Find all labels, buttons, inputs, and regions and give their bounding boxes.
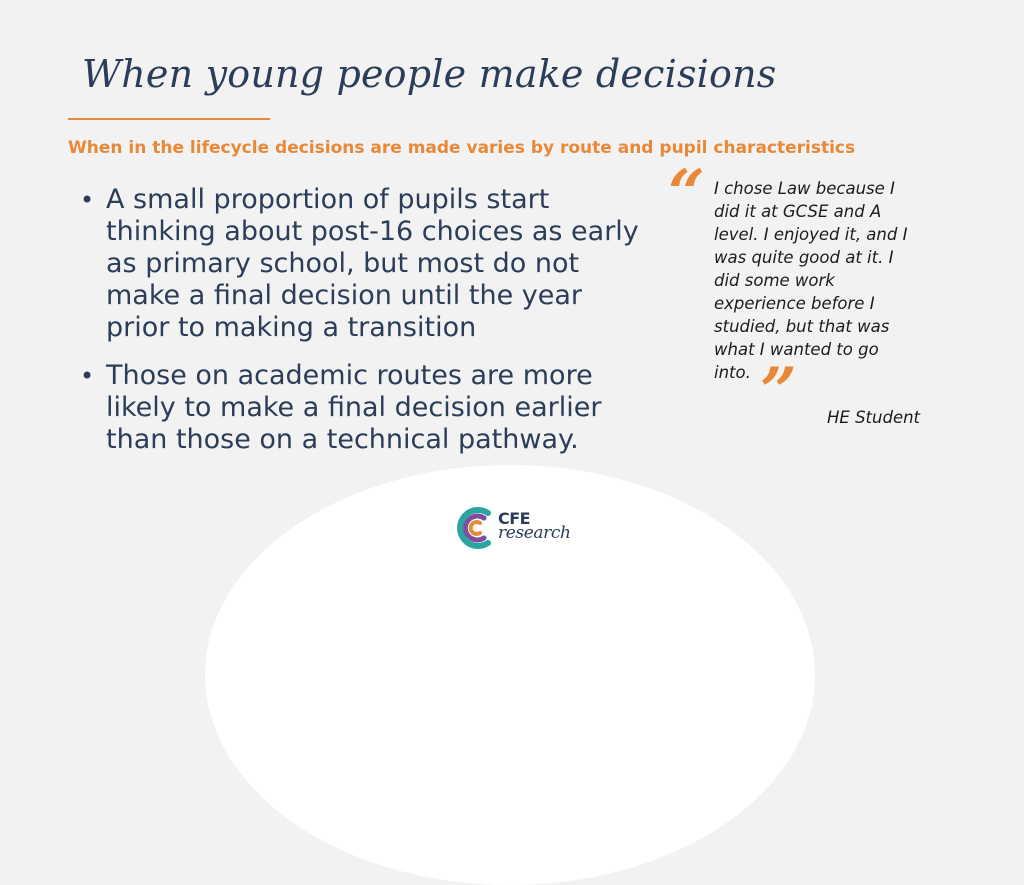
bullet-list: • A small proportion of pupils start thi…: [80, 184, 650, 472]
logo-text-research: research: [498, 523, 571, 543]
open-quote-icon: “: [668, 156, 705, 231]
cfe-research-logo: CFE research: [452, 500, 582, 556]
bullet-marker: •: [80, 186, 95, 214]
slide-subtitle: When in the lifecycle decisions are made…: [68, 138, 856, 158]
title-underline: [68, 118, 270, 120]
bullet-text: Those on academic routes are more likely…: [106, 360, 602, 455]
bullet-item: • A small proportion of pupils start thi…: [80, 184, 650, 344]
bullet-item: • Those on academic routes are more like…: [80, 360, 650, 456]
bullet-marker: •: [80, 362, 95, 390]
logo-rings-icon: [457, 507, 491, 549]
quote-text: I chose Law because I did it at GCSE and…: [714, 179, 908, 382]
bullet-text: A small proportion of pupils start think…: [106, 184, 639, 343]
quote-attribution: HE Student: [827, 408, 921, 427]
logo-text-cfe: CFE: [498, 509, 531, 528]
close-quote-icon: ”: [760, 354, 797, 429]
slide-title: When young people make decisions: [82, 52, 777, 96]
